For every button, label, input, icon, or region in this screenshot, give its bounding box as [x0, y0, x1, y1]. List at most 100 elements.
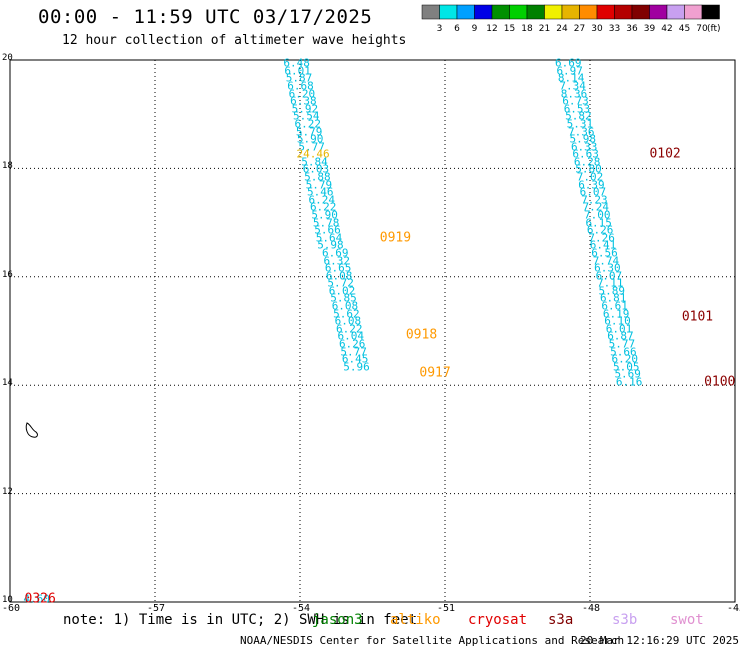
wave-height-value: 5.88	[304, 170, 331, 184]
satellite-label-jason3: jason3	[312, 612, 363, 628]
wave-height-value: 6.01	[284, 64, 311, 78]
pass-time-label: 0918	[405, 327, 438, 343]
wave-height-value: 6.22	[309, 200, 337, 214]
wave-height-value: 6.08	[334, 314, 362, 328]
wave-height-value: 7.36	[568, 125, 595, 139]
y-tick-label: 10	[2, 595, 13, 605]
wave-height-value: 6.32	[323, 254, 350, 268]
wave-height-value: 6.28	[573, 155, 601, 169]
wave-height-value: 5.80	[575, 162, 602, 176]
wave-height-value: 5.79	[305, 178, 333, 192]
wave-height-value: 6.22	[294, 117, 321, 131]
satellite-label-altiko: altiko	[390, 612, 441, 628]
wave-height-value: 5.31	[566, 117, 594, 131]
wave-height-value: 7.02	[576, 170, 604, 184]
x-tick-label: -54	[292, 603, 311, 614]
pass-time-label: 0102	[649, 146, 681, 162]
wave-height-value: 5.96	[343, 360, 370, 374]
legend-tick-label: 30	[591, 24, 603, 34]
wave-height-value: 7.26	[588, 231, 615, 245]
x-tick-label: -51	[437, 603, 456, 614]
wave-height-value: 6.02	[328, 284, 356, 298]
satellite-label-swot: swot	[670, 612, 704, 628]
color-legend: 3 6 9 12 15 18 21 24 27 30 33 36 39 42 45 70 (ft)	[421, 4, 721, 34]
wave-height-value: 7.00	[584, 208, 611, 222]
wave-height-value: 6.48	[283, 56, 310, 70]
wave-height-value: 6.61	[601, 299, 628, 313]
wave-height-value: 5.90	[296, 132, 324, 146]
wave-height-value: 24.46	[296, 147, 330, 161]
wave-height-value: 6.16	[615, 375, 643, 389]
legend-unit: (ft)	[707, 24, 721, 34]
x-tick-label: -45	[727, 603, 740, 614]
wave-height-value: 5.90	[311, 208, 338, 222]
wave-height-value: 5.82	[565, 109, 592, 123]
legend-tick-label: 21	[539, 24, 550, 34]
wave-height-value: 6.63	[572, 147, 599, 161]
wave-height-value: 6.03	[302, 162, 330, 176]
wave-height-value: 4.60	[23, 592, 50, 606]
y-tick-label: 16	[2, 269, 13, 280]
wave-height-value: 6.65	[324, 261, 352, 275]
wave-height-value: 7.23	[581, 193, 608, 207]
satellite-label-cryosat: cryosat	[468, 612, 528, 628]
wave-height-value: 5.87	[285, 71, 313, 85]
wave-height-value: 6.45	[341, 352, 369, 366]
legend-tick-label: 9	[472, 24, 478, 34]
wave-height-value: 5.77	[298, 140, 325, 154]
wave-height-value: 5.05	[613, 360, 640, 374]
pass-time-label: 0100	[704, 374, 736, 390]
pass-time-label: 0917	[419, 365, 451, 381]
wave-height-value: 5.79	[295, 125, 323, 139]
wave-height-value: 6.73	[562, 94, 589, 108]
wave-height-value: 5.84	[301, 155, 328, 169]
wave-height-value: 6.08	[325, 269, 353, 283]
footer-note: note: 1) Time is in UTC; 2) SWH is in fe…	[63, 612, 418, 628]
wave-height-value: 5.69	[614, 367, 641, 381]
wave-height-value: 5.66	[610, 345, 637, 359]
wave-height-value: 5.89	[598, 284, 626, 298]
island-outline	[25, 422, 38, 438]
wave-height-value: 5.46	[307, 185, 334, 199]
wave-height-value: 6.15	[585, 216, 612, 230]
wave-height-value: 6.26	[586, 223, 614, 237]
wave-height-value: 7.11	[597, 276, 624, 290]
timestamp: 20 Mar 12:16:29 UTC 2025	[580, 634, 739, 647]
wave-height-value: 6.56	[591, 246, 618, 260]
wave-height-value: 5.77	[608, 337, 636, 351]
wave-height-value: 5.54	[293, 109, 320, 123]
satellite-label-s3a: s3a	[548, 612, 574, 628]
wave-height-value: 5.64	[315, 231, 343, 245]
wave-height-value: 5.62	[333, 307, 360, 321]
y-tick-label: 18	[2, 161, 13, 172]
x-tick-label: -48	[582, 603, 601, 614]
wave-height-value: 7.34	[559, 79, 586, 93]
wave-height-value: 6.69	[322, 246, 349, 260]
wave-height-value: 6.19	[602, 307, 630, 321]
wave-height-value: 6.22	[336, 322, 363, 336]
x-tick-label: -57	[147, 603, 166, 614]
wave-height-value: 6.81	[599, 291, 627, 305]
wave-height-value: 6.30	[594, 261, 621, 275]
wave-height-value: 6.69	[555, 56, 582, 70]
legend-tick-label: 24	[556, 24, 568, 34]
wave-height-value: 6.33	[570, 140, 598, 154]
legend-tick-label: 39	[644, 24, 656, 34]
wave-height-value: 6.39	[578, 178, 605, 192]
wave-height-value: 6.53	[563, 102, 591, 116]
map-title: 00:00 - 11:59 UTC 03/17/2025	[38, 6, 373, 28]
wave-height-value: 5.85	[330, 291, 357, 305]
legend-tick-label: 6	[454, 24, 460, 34]
wave-height-value: 8.14	[557, 71, 585, 85]
legend-tick-label: 15	[504, 24, 515, 34]
y-tick-label: 14	[2, 378, 13, 389]
map-frame	[9, 59, 736, 603]
wave-height-value: 5.98	[317, 238, 344, 252]
pass-time-label: 0326	[24, 591, 56, 607]
legend-tick-label: 42	[661, 24, 672, 34]
legend-tick-label: 27	[574, 24, 585, 34]
wave-height-value: 6.68	[287, 79, 314, 93]
wave-height-value: 5.98	[569, 132, 597, 146]
wave-height-value: 7.74	[592, 254, 620, 268]
